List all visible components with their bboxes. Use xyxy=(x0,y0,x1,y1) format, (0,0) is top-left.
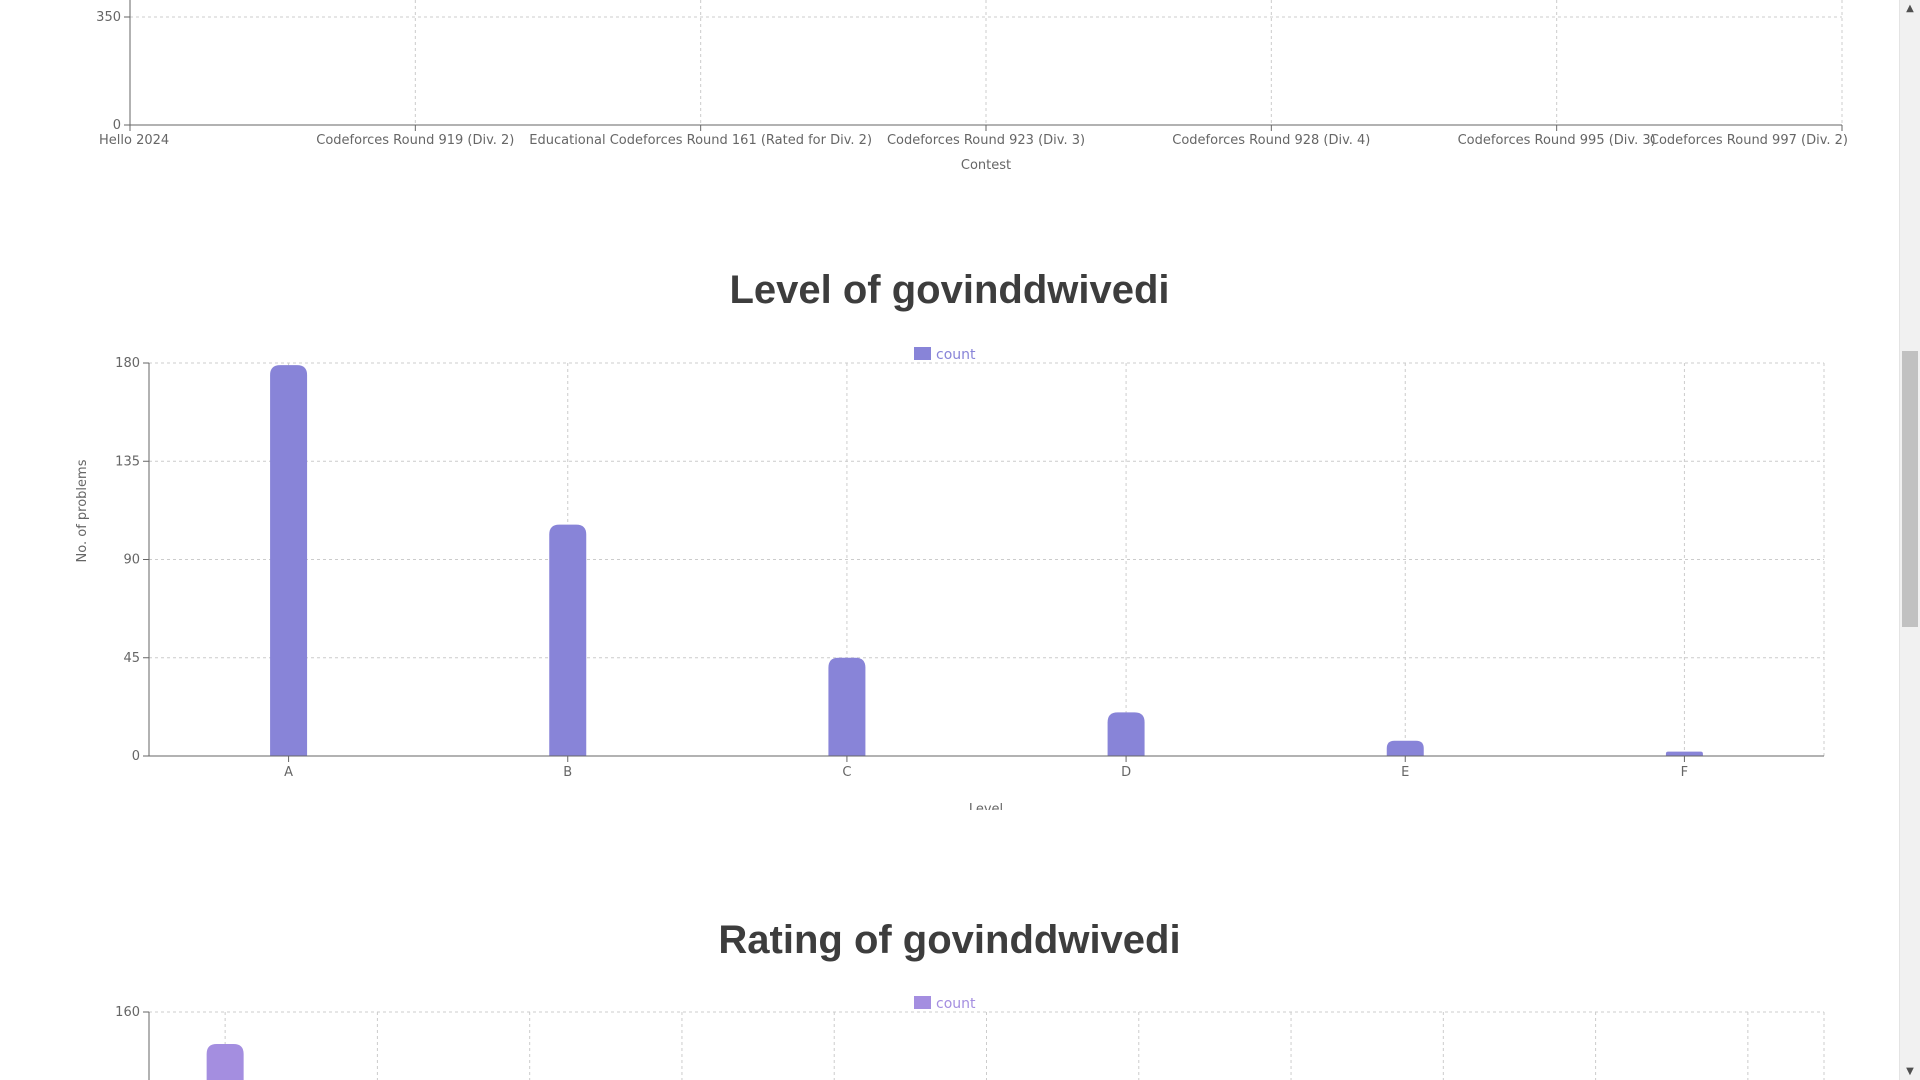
legend[interactable]: count xyxy=(914,996,976,1012)
x-tick-label: D xyxy=(1121,765,1131,780)
bar-F xyxy=(1665,751,1703,756)
y-tick-label: 0 xyxy=(113,118,121,133)
level-chart-title: Level of govinddwivedi xyxy=(729,268,1170,312)
y-axis-label: No. of problems xyxy=(75,459,90,562)
y-tick-label: 0 xyxy=(132,749,140,764)
contest-chart: Hello 2024 Codeforces Round 919 (Div. 2) E… xyxy=(96,0,1848,173)
bar-D xyxy=(1107,712,1145,756)
y-tick-label: 45 xyxy=(123,651,140,666)
bar-C xyxy=(828,657,866,756)
legend[interactable]: count xyxy=(914,347,976,363)
legend-label: count xyxy=(936,347,976,363)
x-tick-label: Codeforces Round 923 (Div. 3) xyxy=(887,133,1085,148)
y-tick-label: 135 xyxy=(115,454,140,469)
x-tick-label: Codeforces Round 997 (Div. 2) xyxy=(1650,133,1848,148)
scroll-up-arrow-icon[interactable]: ▲ xyxy=(1906,3,1914,14)
y-tick-label: 90 xyxy=(123,553,140,568)
legend-label: count xyxy=(936,996,976,1012)
bar-E xyxy=(1386,740,1424,756)
x-tick-label: Codeforces Round 995 (Div. 3) xyxy=(1458,133,1656,148)
x-tick-label: Educational Codeforces Round 161 (Rated … xyxy=(529,133,872,148)
x-tick-label: Codeforces Round 919 (Div. 2) xyxy=(316,133,514,148)
scroll-down-arrow-icon[interactable]: ▼ xyxy=(1906,1066,1914,1077)
rating-chart-title: Rating of govinddwivedi xyxy=(718,918,1181,962)
bar-A xyxy=(270,365,308,756)
y-tick-label: 350 xyxy=(96,10,121,25)
x-tick-label: E xyxy=(1401,765,1409,780)
y-tick-label: 180 xyxy=(115,356,140,371)
bar-first xyxy=(206,1044,244,1080)
x-tick-label: A xyxy=(284,765,293,780)
x-tick-label: F xyxy=(1681,765,1688,780)
x-tick-label: C xyxy=(842,765,851,780)
x-axis-label: Level xyxy=(969,802,1003,810)
legend-swatch xyxy=(914,347,931,360)
scroll-thumb[interactable] xyxy=(1902,351,1918,627)
legend-swatch xyxy=(914,996,931,1009)
y-tick-label: 160 xyxy=(115,1005,140,1020)
rating-chart: count 160 xyxy=(115,996,1825,1080)
x-tick-label: Hello 2024 xyxy=(99,133,169,148)
x-tick-label: Codeforces Round 928 (Div. 4) xyxy=(1172,133,1370,148)
level-chart: count 0 45 90 135 180 A B C D E F No. of problems… xyxy=(75,347,1825,810)
contest-axis-label: Contest xyxy=(961,158,1011,173)
x-tick-label: B xyxy=(563,765,572,780)
vertical-scrollbar[interactable]: ▲ ▼ xyxy=(1899,0,1920,1080)
bar-B xyxy=(549,524,587,756)
